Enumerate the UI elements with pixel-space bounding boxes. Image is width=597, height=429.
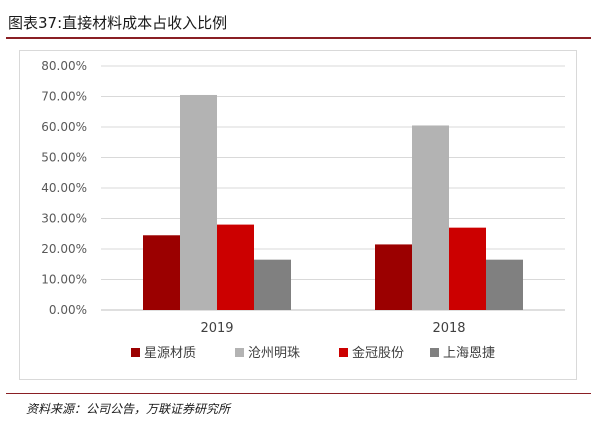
title-rule [6, 37, 591, 39]
legend-label: 星源材质 [144, 346, 196, 361]
legend-label: 沧州明珠 [248, 345, 300, 361]
bar [217, 224, 254, 310]
bar [486, 259, 523, 310]
x-tick-label: 2018 [432, 321, 465, 336]
y-tick-label: 80.00% [41, 59, 87, 73]
chart-frame: 0.00% 10.00% 20.00% 30.00% 40.00% 50.00% 60.00… [19, 50, 577, 380]
x-tick-label: 2019 [200, 321, 233, 336]
y-tick-label: 50.00% [41, 151, 87, 165]
y-tick-label: 70.00% [41, 90, 87, 104]
y-tick-label: 30.00% [41, 212, 87, 226]
figure-title: 图表37:直接材料成本占收入比例 [8, 14, 228, 32]
legend-swatch [131, 348, 140, 357]
bar [180, 94, 217, 310]
bar [375, 244, 412, 310]
y-tick-label: 60.00% [41, 120, 87, 134]
legend-swatch [235, 348, 244, 357]
y-tick-label: 0.00% [49, 303, 87, 317]
source-rule [6, 393, 591, 394]
bar [254, 259, 291, 310]
y-tick-label: 40.00% [41, 181, 87, 195]
y-tick-label: 20.00% [41, 242, 87, 256]
y-tick-label: 10.00% [41, 273, 87, 287]
legend-swatch [430, 348, 439, 357]
bar-chart: 0.00% 10.00% 20.00% 30.00% 40.00% 50.00% 60.00… [41, 59, 565, 361]
bar [143, 235, 180, 310]
legend-swatch [339, 348, 348, 357]
bar [449, 227, 486, 310]
source-note: 资料来源：公司公告，万联证券研究所 [26, 402, 231, 416]
legend-label: 金冠股份 [352, 345, 404, 361]
legend-label: 上海恩捷 [443, 346, 495, 361]
bar [412, 125, 449, 310]
